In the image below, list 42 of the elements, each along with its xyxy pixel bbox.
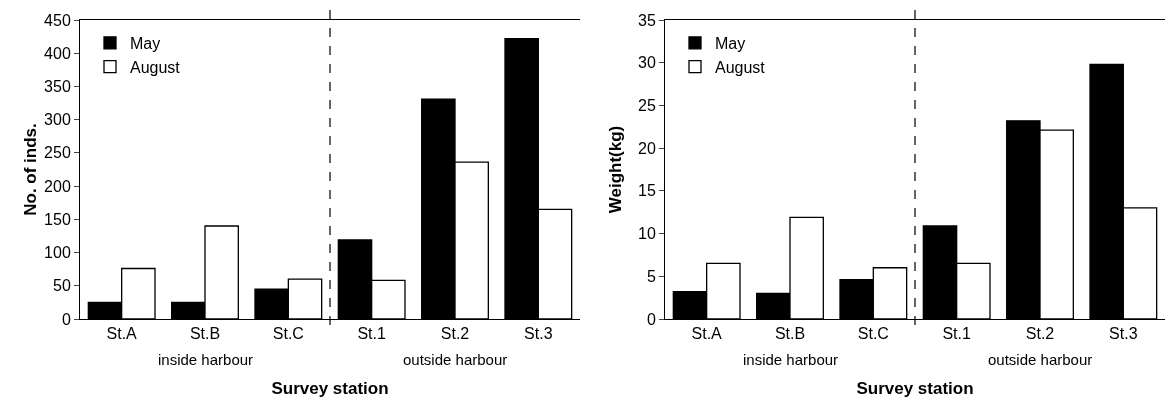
y-tick-label: 10: [638, 225, 656, 243]
y-tick-label: 0: [61, 310, 71, 328]
y-tick-label: 350: [44, 78, 71, 96]
y-tick-label: 100: [44, 244, 71, 262]
x-axis-title: Survey station: [856, 378, 974, 398]
text: outside harbour: [403, 351, 508, 368]
y-tick-label: 50: [53, 277, 71, 295]
legend-label: May: [715, 35, 746, 53]
x-tick-label: St.2: [1025, 325, 1055, 343]
x-tick-label: St.C: [857, 325, 889, 343]
legend-label: August: [130, 58, 181, 76]
legend-label: August: [715, 58, 766, 76]
x-tick-label: St.A: [691, 325, 723, 343]
x-tick-label: St.C: [272, 325, 304, 343]
y-tick-label: 200: [44, 177, 71, 195]
x-tick-label: St.3: [524, 325, 553, 343]
x-tick-label: St.B: [774, 325, 806, 343]
y-axis-title: Weight(kg): [606, 125, 625, 214]
x-tick-label: St.1: [357, 325, 386, 343]
x-tick-label: St.1: [942, 325, 971, 343]
y-tick-label: 30: [638, 54, 656, 72]
y-tick-label: 400: [44, 44, 71, 62]
y-tick-label: 450: [44, 11, 71, 29]
y-tick-label: 15: [638, 182, 656, 200]
y-tick-label: 0: [646, 310, 656, 328]
y-axis-title: No. of inds.: [21, 123, 40, 216]
y-tick-label: 20: [638, 139, 656, 157]
x-axis-title: Survey station: [271, 378, 389, 398]
x-tick-label: St.B: [189, 325, 221, 343]
y-tick-label: 150: [44, 210, 71, 228]
x-tick-label: St.2: [440, 325, 470, 343]
y-tick-label: 250: [44, 144, 71, 162]
y-tick-label: 35: [638, 11, 656, 29]
legend-label: May: [130, 35, 161, 53]
x-tick-label: St.A: [106, 325, 138, 343]
y-tick-label: 300: [44, 111, 71, 129]
y-tick-label: 25: [638, 97, 656, 115]
text: inside harbour: [743, 351, 839, 368]
text: inside harbour: [158, 351, 254, 368]
y-tick-label: 5: [646, 267, 656, 285]
x-tick-label: St.3: [1109, 325, 1138, 343]
text: outside harbour: [988, 351, 1093, 368]
